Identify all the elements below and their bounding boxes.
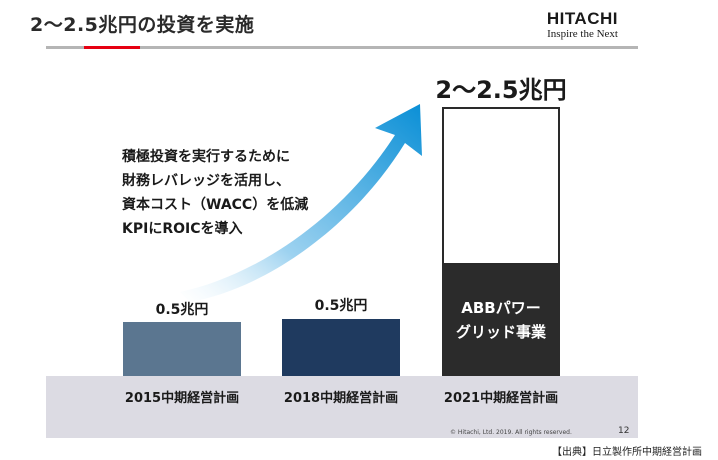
copyright-text: © Hitachi, Ltd. 2019. All rights reserve… bbox=[450, 429, 572, 436]
period-label-2018: 2018中期経営計画 bbox=[283, 391, 399, 406]
header-divider bbox=[46, 46, 638, 49]
bar-2015 bbox=[123, 322, 241, 376]
page-number: 12 bbox=[618, 426, 630, 436]
logo-name: HITACHI bbox=[546, 9, 618, 28]
abb-label-line1: ABBパワー bbox=[461, 299, 541, 317]
bar-2021-abb-segment bbox=[442, 265, 560, 376]
logo-tagline: Inspire the Next bbox=[547, 28, 618, 40]
bar-2021-value: 2～2.5兆円 bbox=[435, 76, 567, 104]
hitachi-logo: HITACHI Inspire the Next bbox=[546, 9, 618, 41]
strategy-text: 積極投資を実行するために 財務レバレッジを活用し、 資本コスト（WACC）を低減… bbox=[122, 145, 308, 241]
source-citation: 【出典】日立製作所中期経営計画 bbox=[552, 447, 702, 458]
page-title: 2～2.5兆円の投資を実施 bbox=[30, 14, 255, 36]
period-label-2021: 2021中期経営計画 bbox=[443, 391, 559, 406]
strategy-line: 資本コスト（WACC）を低減 bbox=[122, 197, 309, 213]
strategy-line: KPIにROICを導入 bbox=[122, 221, 243, 237]
header-accent-bar bbox=[84, 46, 140, 49]
abb-label-line2: グリッド事業 bbox=[455, 323, 546, 341]
bar-2015-value: 0.5兆円 bbox=[155, 302, 209, 318]
bar-2021-investment-segment bbox=[442, 107, 560, 265]
strategy-line: 積極投資を実行するために bbox=[122, 149, 290, 165]
baseline-band bbox=[46, 376, 638, 438]
period-label-2015: 2015中期経営計画 bbox=[124, 391, 240, 406]
abb-segment-label: ABBパワー グリッド事業 bbox=[442, 296, 560, 344]
bar-2018 bbox=[282, 319, 400, 376]
strategy-line: 財務レバレッジを活用し、 bbox=[122, 173, 290, 189]
bar-2018-value: 0.5兆円 bbox=[314, 298, 368, 314]
